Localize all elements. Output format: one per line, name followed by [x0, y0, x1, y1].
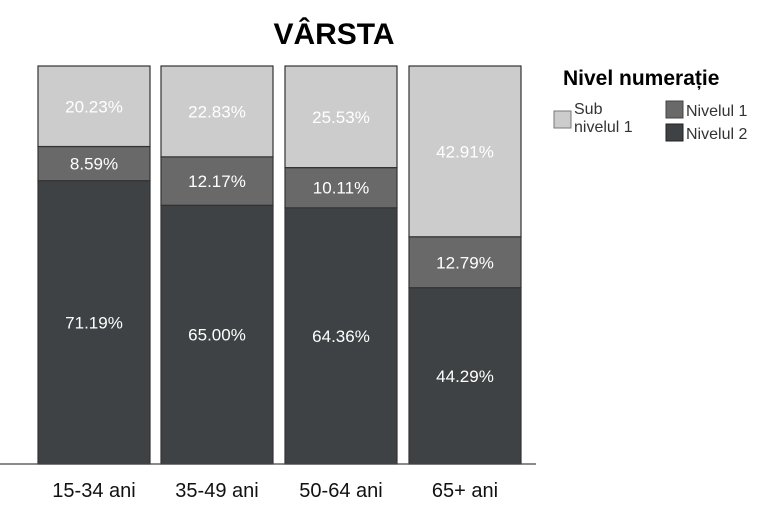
legend-label-nivelul-1: Nivelul 1 [686, 103, 747, 120]
legend-swatch-nivelul-1 [665, 100, 684, 119]
data-label: 12.79% [436, 253, 494, 272]
bar-segment-nivelul-2 [160, 204, 274, 465]
bar-segment-sub-nivelul-1 [284, 65, 398, 169]
data-label: 20.23% [65, 97, 123, 116]
data-label: 8.59% [70, 155, 118, 174]
bar-segment-nivelul-1 [408, 236, 522, 289]
data-label: 25.53% [312, 108, 370, 127]
chart-title: VÂRSTA [273, 17, 394, 51]
legend-swatch-sub-nivelul-1 [553, 110, 572, 129]
bar-segment-sub-nivelul-1 [37, 65, 151, 148]
data-label: 65.00% [188, 326, 246, 345]
data-label: 22.83% [188, 102, 246, 121]
legend-title: Nivel numerație [563, 67, 719, 90]
bar-segment-sub-nivelul-1 [408, 65, 522, 238]
data-label: 71.19% [65, 313, 123, 332]
x-tick-label: 15-34 ani [52, 480, 135, 502]
x-tick-label: 35-49 ani [175, 480, 258, 502]
legend: Sub nivelul 1 Nivelul 1 Nivelul 2 [553, 100, 747, 143]
bar-segment-nivelul-2 [408, 287, 522, 465]
bar-segment-sub-nivelul-1 [160, 65, 274, 158]
legend-label-sub-nivelul-1: Sub nivelul 1 [574, 101, 633, 136]
legend-label-nivelul-2: Nivelul 2 [686, 126, 747, 143]
bar-segment-nivelul-1 [37, 145, 151, 182]
data-label: 12.17% [188, 172, 246, 191]
bar-segment-nivelul-1 [284, 167, 398, 209]
data-label: 10.11% [313, 179, 369, 198]
data-label: 42.91% [436, 142, 494, 161]
legend-swatch-nivelul-2 [665, 123, 684, 142]
data-label: 44.29% [436, 367, 494, 386]
data-label: 64.36% [312, 327, 370, 346]
bar-segment-nivelul-2 [37, 180, 151, 465]
x-tick-label: 50-64 ani [299, 480, 382, 502]
bar-segment-nivelul-1 [160, 156, 274, 206]
x-tick-label: 65+ ani [432, 480, 498, 502]
